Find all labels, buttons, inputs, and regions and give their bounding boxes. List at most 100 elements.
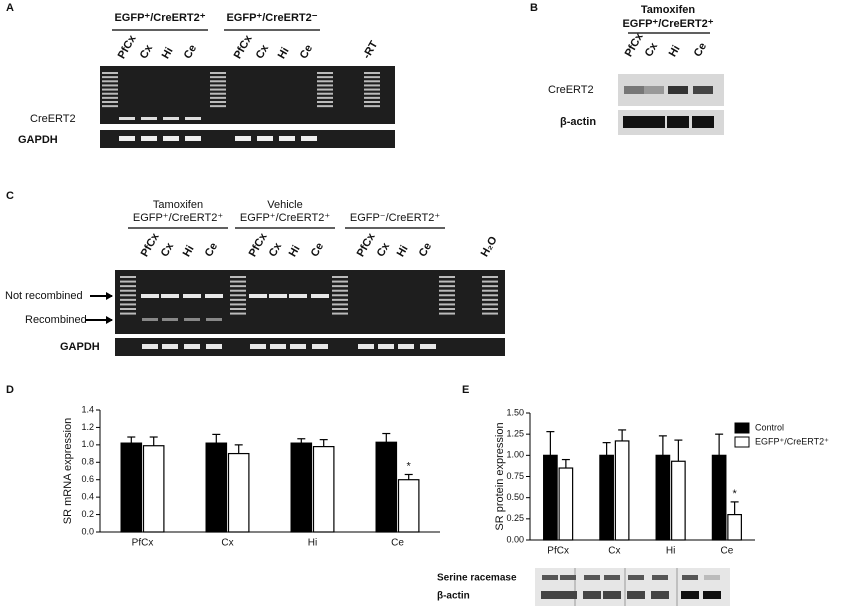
ladder-band xyxy=(317,76,333,79)
ladder-band xyxy=(482,276,498,278)
legend-swatch xyxy=(734,436,750,448)
bar xyxy=(727,513,742,541)
ladder-band xyxy=(364,96,380,99)
ladder-band xyxy=(439,294,455,297)
annotation: * xyxy=(407,460,412,472)
band xyxy=(163,136,179,141)
y-axis-label: SR protein expression xyxy=(494,422,506,530)
ladder-band xyxy=(210,80,226,83)
ladder-band xyxy=(482,280,498,283)
bar xyxy=(290,442,313,533)
blot-label: β-actin xyxy=(437,591,470,602)
y-tick-label: 0.2 xyxy=(81,509,94,519)
ladder-band xyxy=(482,289,498,292)
x-tick-label: Cx xyxy=(608,546,620,557)
label: Recombined xyxy=(25,314,87,326)
band xyxy=(644,86,664,94)
band xyxy=(682,575,698,580)
x-tick-label: PfCx xyxy=(132,538,154,549)
ladder-band xyxy=(482,303,498,306)
band xyxy=(668,86,688,94)
ladder-band xyxy=(439,303,455,306)
label: GAPDH xyxy=(18,134,58,146)
group-label: EGFP⁺/CreERT2⁺ xyxy=(240,212,330,224)
y-tick-label: 1.4 xyxy=(81,404,94,414)
band xyxy=(704,575,720,580)
band xyxy=(269,294,287,298)
lane-label: Ce xyxy=(298,43,315,61)
ladder-band xyxy=(317,105,333,108)
y-tick-label: 1.00 xyxy=(506,450,524,460)
band xyxy=(270,344,286,349)
label: CreERT2 xyxy=(30,113,76,125)
legend-label: EGFP⁺/CreERT2⁺ xyxy=(755,436,829,446)
ladder-band xyxy=(364,101,380,103)
band xyxy=(583,591,601,599)
band xyxy=(185,136,201,141)
band xyxy=(584,575,600,580)
bar xyxy=(614,440,630,541)
band xyxy=(627,591,645,599)
y-tick-label: 1.0 xyxy=(81,439,94,449)
ladder-band xyxy=(120,298,136,301)
lane-label: Hi xyxy=(160,45,176,61)
group-label: EGFP⁺/CreERT2⁺ xyxy=(114,12,205,24)
bar xyxy=(205,442,228,533)
lane-label: PfCx xyxy=(232,32,255,60)
band xyxy=(301,136,317,141)
ladder-band xyxy=(120,289,136,292)
blot xyxy=(535,568,730,606)
lane-label: PfCx xyxy=(247,230,270,258)
ladder-band xyxy=(332,289,348,292)
band xyxy=(703,591,721,599)
ladder-band xyxy=(364,72,380,74)
band xyxy=(667,116,689,128)
bar xyxy=(375,441,398,533)
band xyxy=(398,344,414,349)
ladder-band xyxy=(230,289,246,292)
ladder-band xyxy=(120,294,136,297)
ladder-band xyxy=(332,280,348,283)
band xyxy=(142,318,158,321)
band xyxy=(206,344,222,349)
ladder-band xyxy=(439,298,455,301)
ladder-band xyxy=(210,76,226,79)
ladder-band xyxy=(210,92,226,95)
lane-label: Hi xyxy=(276,45,292,61)
ladder-band xyxy=(102,96,118,99)
ladder-band xyxy=(120,308,136,310)
y-tick-label: 0.0 xyxy=(81,526,94,536)
label: EGFP⁺/CreERT2⁺ xyxy=(622,18,713,30)
ladder-band xyxy=(120,312,136,315)
band xyxy=(119,117,135,120)
ladder-band xyxy=(332,312,348,315)
ladder-band xyxy=(102,84,118,87)
lane-label: PfCx xyxy=(355,230,378,258)
ladder-band xyxy=(102,88,118,91)
ladder-band xyxy=(439,285,455,288)
ladder-band xyxy=(332,294,348,297)
ladder-band xyxy=(120,280,136,283)
bar xyxy=(671,460,686,541)
ladder-band xyxy=(332,298,348,301)
lane-label: PfCx xyxy=(139,230,162,258)
band xyxy=(681,591,699,599)
band xyxy=(541,591,559,599)
ladder-band xyxy=(317,92,333,95)
panel-label: B xyxy=(530,2,538,14)
ladder-band xyxy=(317,72,333,74)
ladder-band xyxy=(210,96,226,99)
label: CreERT2 xyxy=(548,84,594,96)
band xyxy=(559,591,577,599)
ladder-band xyxy=(439,280,455,283)
y-tick-label: 1.2 xyxy=(81,422,94,432)
ladder-band xyxy=(364,88,380,91)
lane-label: -RT xyxy=(361,39,381,61)
bar xyxy=(120,442,143,533)
lane-label: Ce xyxy=(309,241,326,259)
x-tick-label: Ce xyxy=(391,538,404,549)
lane-label: Ce xyxy=(203,241,220,259)
ladder-band xyxy=(210,105,226,108)
blot-label: Serine racemase xyxy=(437,573,517,584)
